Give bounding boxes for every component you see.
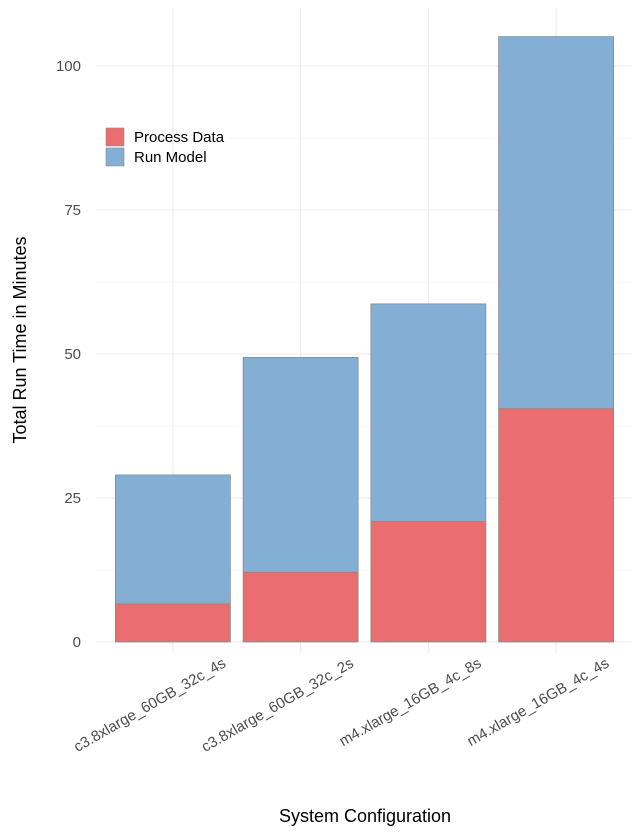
x-axis-title: System Configuration — [279, 806, 451, 826]
legend-swatch-process-data — [105, 127, 125, 147]
bar-process-data-c3-8xlarge-60gb-32c-4s — [114, 603, 231, 643]
legend-label-run-model: Run Model — [134, 149, 207, 166]
bar-run-model-m4-xlarge-16gb-4c-8s — [370, 303, 487, 523]
legend-swatch-run-model — [105, 147, 125, 167]
bars — [114, 36, 615, 643]
legend-label-process-data: Process Data — [134, 129, 225, 146]
y-axis-title: Total Run Time in Minutes — [10, 236, 30, 443]
y-tick-label: 100 — [56, 58, 81, 75]
y-tick-label: 50 — [64, 346, 81, 363]
x-axis-ticks: c3.8xlarge_60GB_32c_4sc3.8xlarge_60GB_32… — [71, 655, 612, 756]
legend: Process Data Run Model — [105, 127, 225, 167]
x-tick-label: m4.xlarge_16GB_4c_4s — [464, 655, 612, 750]
x-tick-label: m4.xlarge_16GB_4c_8s — [336, 655, 484, 750]
bar-process-data-m4-xlarge-16gb-4c-8s — [370, 521, 487, 643]
bar-run-model-c3-8xlarge-60gb-32c-2s — [242, 357, 359, 573]
bar-process-data-c3-8xlarge-60gb-32c-2s — [242, 571, 359, 643]
y-tick-label: 0 — [73, 634, 81, 651]
bar-process-data-m4-xlarge-16gb-4c-4s — [498, 408, 615, 643]
y-axis-ticks: 0 25 50 75 100 — [56, 58, 81, 651]
y-tick-label: 75 — [64, 202, 81, 219]
y-tick-label: 25 — [64, 490, 81, 507]
bar-run-model-m4-xlarge-16gb-4c-4s — [498, 36, 615, 410]
bar-run-model-c3-8xlarge-60gb-32c-4s — [114, 474, 231, 605]
